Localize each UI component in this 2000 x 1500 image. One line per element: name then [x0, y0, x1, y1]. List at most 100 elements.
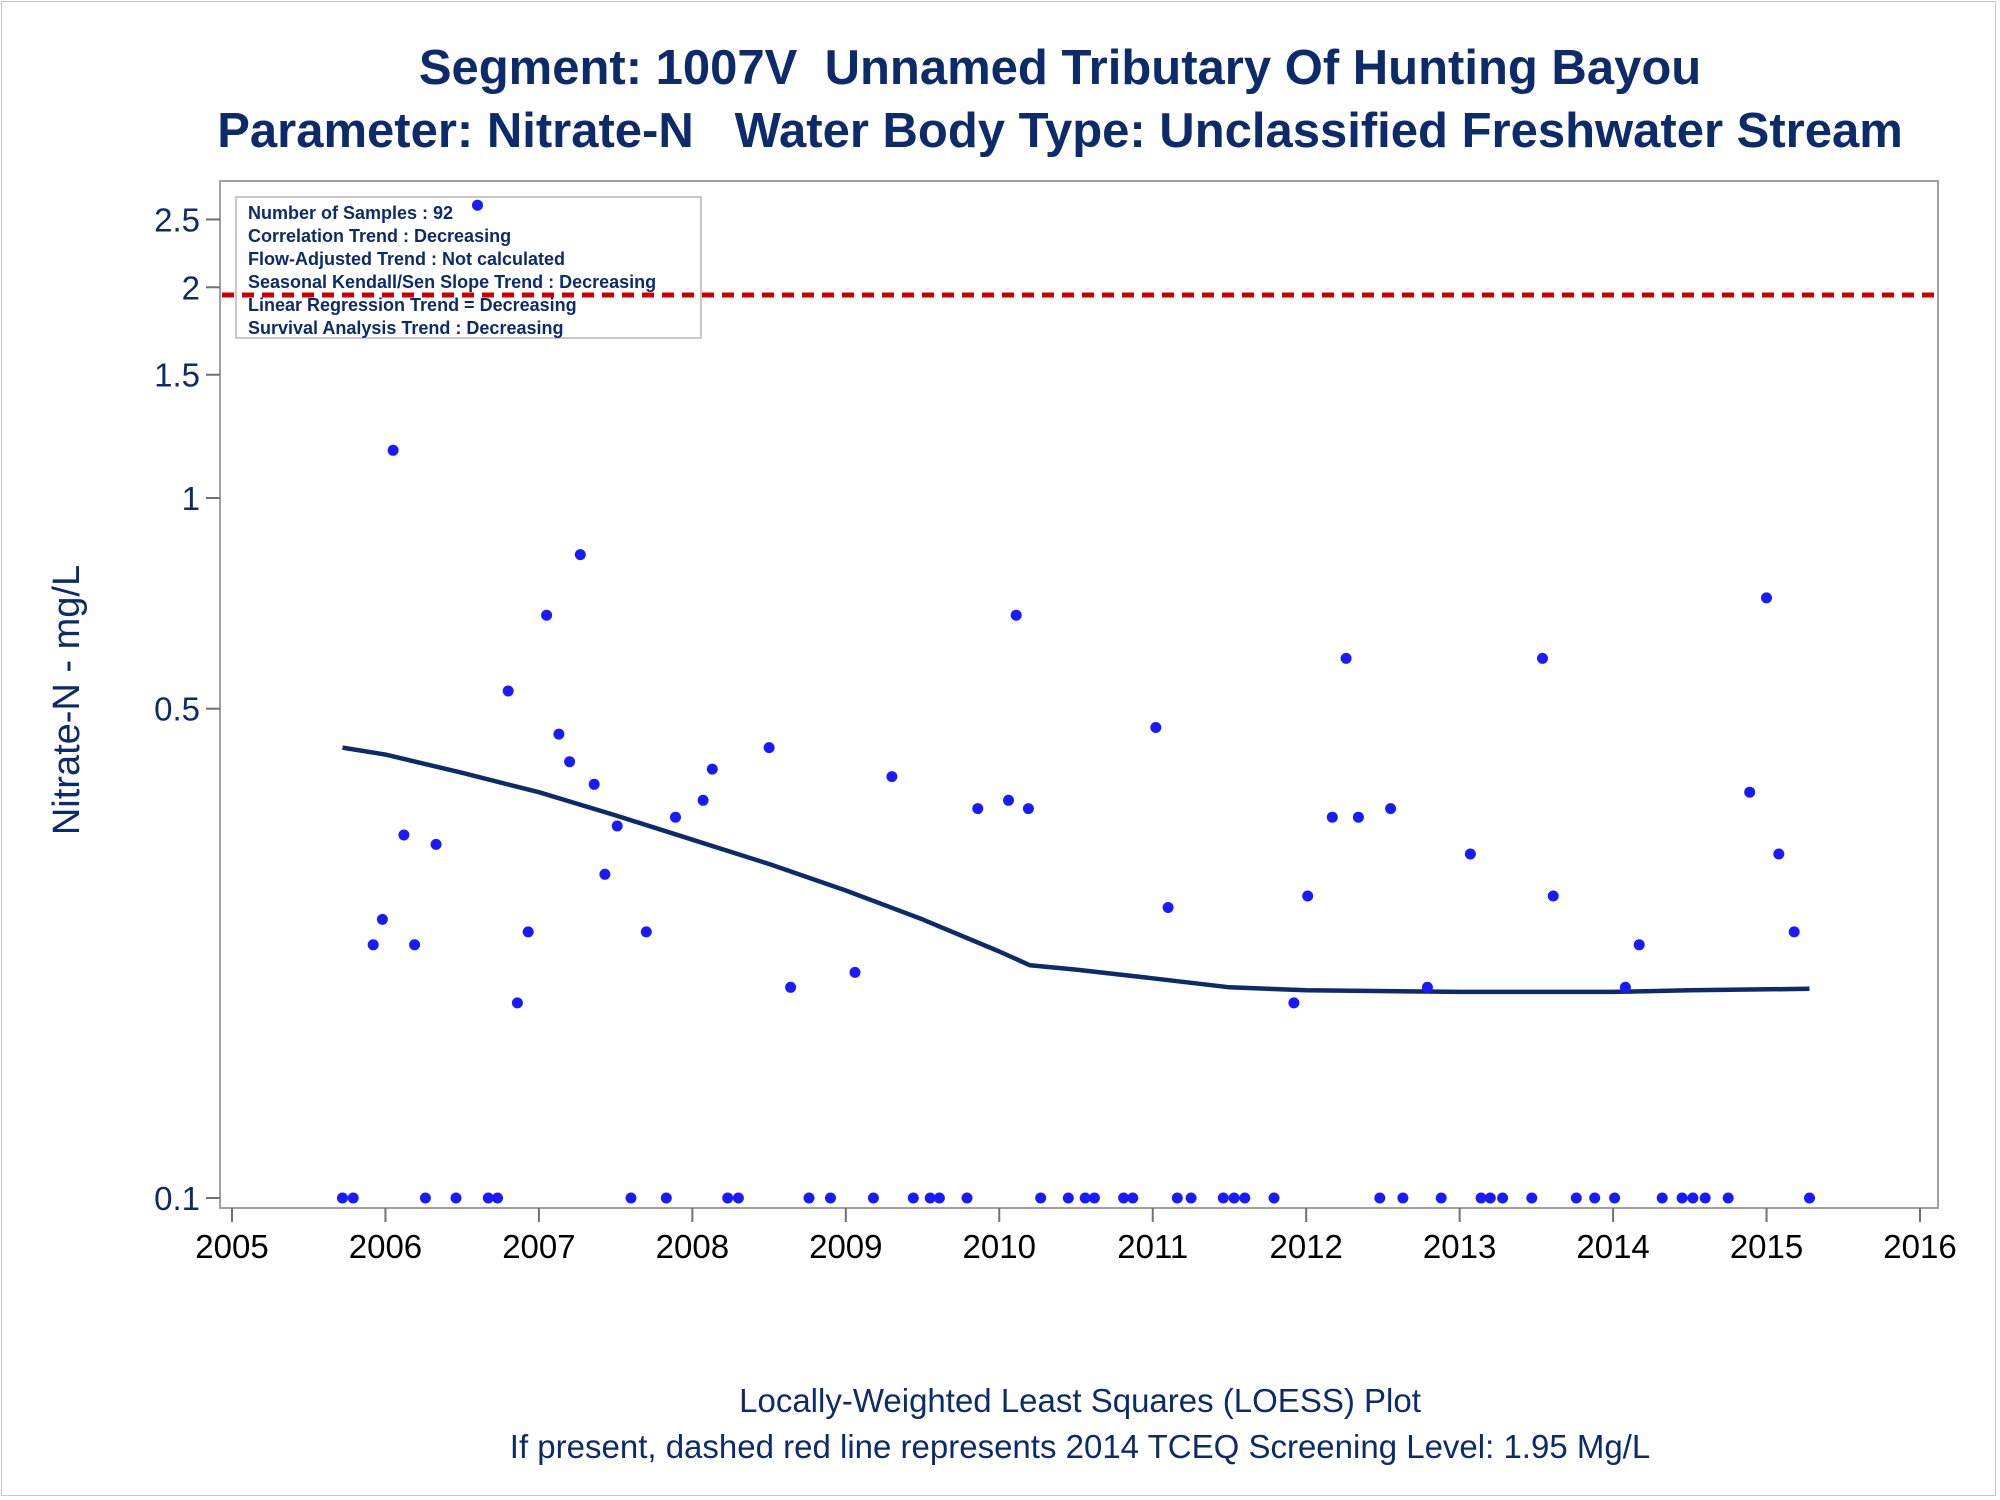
data-point [574, 549, 586, 561]
data-point [522, 926, 534, 938]
data-point [670, 811, 681, 823]
data-point [409, 939, 421, 951]
data-point [1435, 1192, 1447, 1204]
x-tick-label: 2015 [1730, 1228, 1803, 1265]
legend-line: Survival Analysis Trend : Decreasing [248, 318, 563, 338]
data-point [1656, 1192, 1668, 1204]
data-point [1003, 794, 1014, 806]
x-tick-label: 2012 [1269, 1228, 1342, 1265]
chart-title: Segment: 1007V Unnamed Tributary Of Hunt… [418, 41, 1702, 95]
data-point [347, 1192, 359, 1204]
data-point [1268, 1192, 1280, 1204]
data-point [1239, 1192, 1251, 1204]
data-point [1804, 1192, 1815, 1204]
data-point [1088, 1192, 1100, 1204]
data-point [849, 966, 861, 978]
y-tick-label: 2 [182, 269, 200, 306]
data-point [1744, 786, 1756, 798]
data-point [1609, 1192, 1621, 1204]
x-tick-label: 2008 [656, 1228, 729, 1265]
x-tick-label: 2016 [1883, 1228, 1956, 1265]
data-point [972, 803, 984, 815]
data-point [867, 1192, 879, 1204]
data-point [1185, 1192, 1197, 1204]
data-point [706, 763, 718, 775]
data-point [1118, 1192, 1130, 1204]
x-tick-label: 2009 [809, 1228, 882, 1265]
data-point [1171, 1192, 1183, 1204]
y-tick-label: 1 [182, 480, 200, 517]
data-point [511, 997, 523, 1009]
chart-subtitle: Parameter: Nitrate-N Water Body Type: Un… [217, 104, 1903, 158]
data-point [803, 1192, 815, 1204]
data-point [1326, 811, 1338, 823]
data-point [1484, 1192, 1496, 1204]
plot-frame [219, 180, 1939, 1209]
data-point [1676, 1192, 1688, 1204]
data-point [398, 829, 410, 841]
data-point [1773, 848, 1785, 860]
data-point [1619, 981, 1631, 993]
data-point [1288, 997, 1300, 1009]
y-tick-label: 2.5 [154, 201, 200, 238]
data-point [588, 778, 600, 790]
legend-line: Seasonal Kendall/Sen Slope Trend : Decre… [248, 272, 656, 292]
data-point [1127, 1192, 1139, 1204]
data-point [541, 609, 553, 621]
data-point [1421, 981, 1433, 993]
data-point [376, 913, 388, 925]
data-point [1526, 1192, 1538, 1204]
data-point [387, 444, 399, 456]
data-point [450, 1192, 462, 1204]
footnote-loess: Locally-Weighted Least Squares (LOESS) P… [739, 1382, 1421, 1419]
data-point [625, 1192, 637, 1204]
data-point [1633, 939, 1645, 951]
data-point [1035, 1192, 1047, 1204]
data-point [419, 1192, 431, 1204]
data-point [1497, 1192, 1509, 1204]
x-tick-label: 2011 [1117, 1228, 1188, 1265]
legend-line: Number of Samples : 92 [248, 203, 453, 223]
data-point [1079, 1192, 1091, 1204]
data-point [367, 939, 379, 951]
y-tick-label: 0.5 [154, 691, 200, 728]
data-point [886, 771, 898, 783]
data-point [933, 1192, 945, 1204]
data-point [1589, 1192, 1601, 1204]
data-point [1464, 848, 1476, 860]
data-point [1162, 902, 1174, 913]
data-point [1385, 803, 1397, 815]
data-point [1722, 1192, 1734, 1204]
data-point [961, 1192, 973, 1204]
data-point [1228, 1192, 1240, 1204]
data-point [599, 868, 611, 880]
data-point [1340, 652, 1352, 664]
plot-layer: 0.1 0.5 1 1.5 2 2.5 2005 2006 2007 2008 2009 2010 20… [154, 180, 1957, 1265]
data-point [472, 199, 483, 211]
data-point [1687, 1192, 1699, 1204]
data-point [785, 981, 797, 993]
data-point [337, 1192, 348, 1204]
data-point [1062, 1192, 1074, 1204]
data-point [430, 838, 442, 850]
loess-line [342, 745, 1810, 995]
footnote-screening: If present, dashed red line represents 2… [509, 1428, 1651, 1465]
data-point [1302, 890, 1314, 902]
data-point [697, 794, 709, 806]
y-tick-label: 1.5 [154, 357, 200, 394]
data-point [660, 1192, 672, 1204]
data-point [1374, 1192, 1386, 1204]
legend-line: Correlation Trend : Decreasing [248, 226, 511, 246]
data-point [1761, 592, 1772, 604]
data-point [1570, 1192, 1582, 1204]
data-point [1352, 811, 1364, 823]
data-point [1022, 803, 1034, 815]
x-tick-label: 2014 [1576, 1228, 1649, 1265]
x-tick-label: 2005 [195, 1228, 268, 1265]
data-point [1150, 722, 1162, 733]
data-point [611, 820, 623, 832]
data-point [502, 685, 514, 697]
data-point [1699, 1192, 1711, 1204]
data-point [492, 1192, 503, 1204]
legend-line: Flow-Adjusted Trend : Not calculated [248, 249, 565, 269]
